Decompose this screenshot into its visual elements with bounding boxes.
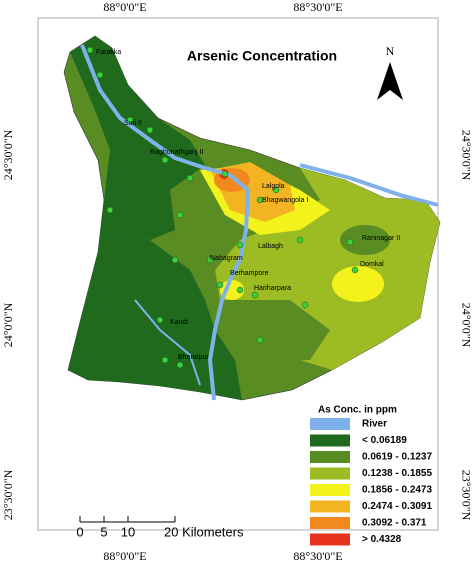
legend-swatch: [310, 533, 350, 546]
sample-point: [176, 211, 184, 219]
coord-label: 23°30'0"N: [1, 469, 15, 520]
sample-point: [256, 196, 264, 204]
scale-label: 0: [76, 524, 83, 539]
sample-point: [221, 170, 229, 178]
regions: [63, 35, 441, 401]
sample-point: [351, 266, 359, 274]
legend-swatch: [310, 517, 350, 529]
place-label: Berhampore: [230, 270, 269, 277]
legend-label: 0.1238 - 0.1855: [362, 468, 432, 479]
sample-point: [256, 336, 264, 344]
coord-label: 24°0'0"N: [1, 302, 15, 347]
region: [340, 225, 390, 255]
river: [80, 44, 439, 401]
place-label: Kandi: [170, 319, 188, 326]
sample-point: [236, 241, 244, 249]
coord-label: 88°30'0"E: [293, 549, 342, 563]
sample-point: [272, 186, 280, 194]
scale-label: 10: [121, 524, 135, 539]
legend-swatch: [310, 418, 350, 430]
coord-label: 24°30'0"N: [1, 129, 15, 180]
region: [332, 266, 384, 302]
place-label: Nabagram: [210, 255, 243, 262]
place-label: Lalbagh: [258, 243, 283, 250]
place-label: Suti II: [124, 120, 142, 127]
scale-label: 5: [100, 524, 107, 539]
coord-label: 88°0'0"E: [103, 0, 146, 14]
legend-swatch: [310, 467, 350, 480]
place-label: Hariharpara: [254, 285, 291, 292]
legend-label: > 0.4328: [362, 534, 402, 545]
legend-label: River: [362, 419, 387, 430]
river: [134, 299, 201, 386]
legend-label: < 0.06189: [362, 435, 407, 446]
place-label: Lalgola: [262, 183, 285, 190]
legend-swatch: [310, 451, 350, 463]
legend-title: As Conc. in ppm: [318, 405, 397, 416]
coord-label: 24°0'0"N: [459, 303, 473, 348]
north-label: N: [386, 44, 395, 58]
place-label: Bharatpur: [178, 354, 209, 361]
region: [70, 36, 205, 190]
scale-bar: [79, 516, 176, 523]
sample-point: [236, 286, 244, 294]
place-label: Bhagwangola I: [262, 197, 308, 204]
sample-point: [251, 291, 259, 299]
sample-point: [206, 256, 214, 264]
sample-point: [216, 281, 224, 289]
legend-label: 0.0619 - 0.1237: [362, 452, 432, 463]
sample-point: [156, 316, 164, 324]
sample-point: [161, 356, 169, 364]
region: [104, 150, 175, 240]
sample-point: [171, 256, 179, 264]
coord-label: 88°30'0"E: [293, 0, 342, 14]
map-frame: [37, 17, 439, 531]
marks: [86, 46, 359, 369]
place-label: Domkal: [360, 261, 384, 268]
sample-point: [126, 116, 134, 124]
north-arrow: [377, 62, 403, 100]
legend-label: 0.2474 - 0.3091: [362, 501, 432, 512]
sample-point: [301, 301, 309, 309]
place-label: Farakka: [96, 49, 121, 56]
scale-label: 20 Kilometers: [164, 524, 244, 539]
legend-swatch: [310, 484, 350, 496]
region: [215, 168, 440, 370]
sample-point: [176, 361, 184, 369]
map-title: Arsenic Concentration: [187, 48, 337, 64]
coord-label: 88°0'0"E: [103, 549, 146, 563]
region: [68, 200, 242, 400]
sample-point: [186, 174, 194, 182]
coord-label: 23°30'0"N: [459, 470, 473, 521]
place-label: Raghunathganj II: [150, 149, 203, 156]
coord-label: 24°30'0"N: [459, 130, 473, 181]
sample-point: [161, 156, 169, 164]
legend-swatch: [310, 434, 350, 447]
legend-label: 0.3092 - 0.371: [362, 518, 427, 529]
sample-point: [96, 71, 104, 79]
region: [230, 300, 330, 362]
sample-point: [86, 46, 94, 54]
sample-point: [296, 236, 304, 244]
place-label: Raninagar II: [362, 235, 400, 242]
sample-point: [106, 206, 114, 214]
legend-label: 0.1856 - 0.2473: [362, 485, 432, 496]
legend-swatch: [310, 500, 350, 513]
sample-point: [146, 126, 154, 134]
sample-point: [346, 238, 354, 246]
